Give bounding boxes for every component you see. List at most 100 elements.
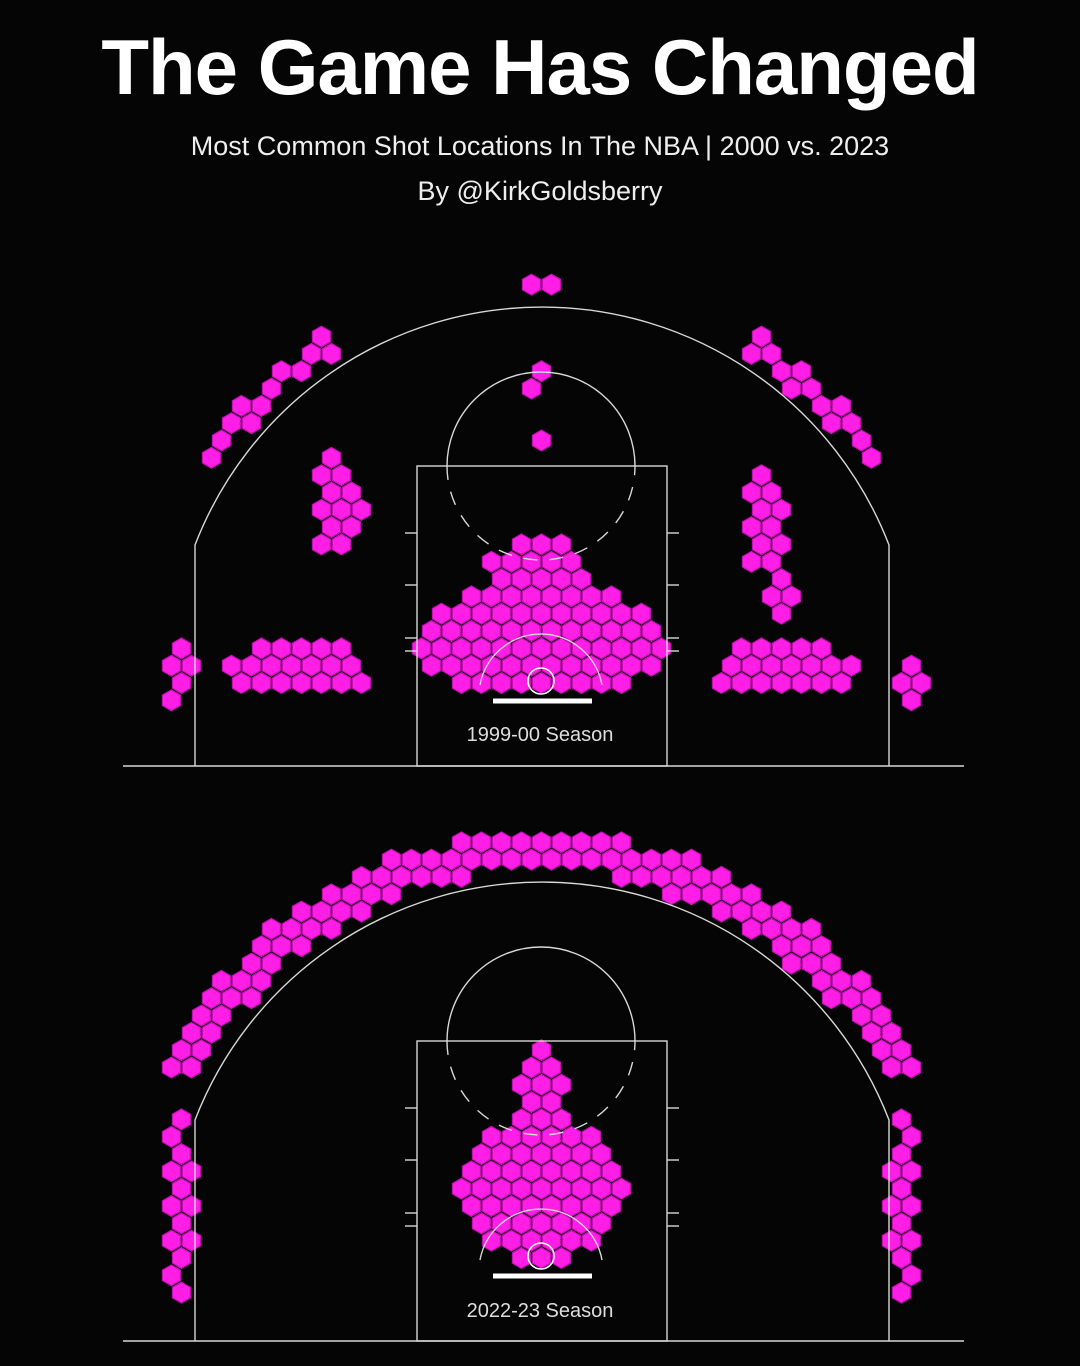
shot-hex bbox=[481, 550, 501, 573]
shot-hex bbox=[901, 1125, 922, 1148]
shot-hex bbox=[221, 654, 241, 677]
shot-hex bbox=[631, 602, 652, 625]
shot-hex bbox=[211, 969, 231, 992]
shot-hex bbox=[871, 1039, 892, 1062]
shot-hex bbox=[901, 689, 922, 712]
shot-hex bbox=[801, 654, 822, 677]
shot-hex bbox=[511, 533, 532, 556]
shot-hex bbox=[801, 917, 822, 940]
shot-hex bbox=[731, 900, 752, 923]
shot-hex bbox=[281, 917, 301, 940]
shot-hex bbox=[891, 1039, 912, 1062]
shot-hex bbox=[791, 360, 812, 383]
shot-hex bbox=[561, 654, 582, 677]
shot-hex bbox=[731, 637, 752, 660]
shot-hex bbox=[321, 654, 341, 677]
shot-hex bbox=[521, 1160, 542, 1183]
shot-hex bbox=[751, 325, 772, 348]
shot-hex bbox=[271, 935, 291, 958]
shot-hex bbox=[531, 1212, 552, 1235]
shot-hex bbox=[511, 1073, 532, 1096]
chart-title: The Game Has Changed bbox=[101, 23, 979, 111]
shot-hex bbox=[781, 654, 802, 677]
shot-hex bbox=[241, 654, 261, 677]
shot-hex bbox=[781, 917, 802, 940]
shot-hex bbox=[181, 1021, 201, 1044]
shot-hex bbox=[531, 568, 552, 591]
shot-hex bbox=[811, 935, 832, 958]
shot-hex bbox=[271, 637, 291, 660]
shot-hex bbox=[171, 1143, 191, 1166]
shot-hex bbox=[271, 671, 291, 695]
shot-hex bbox=[561, 1160, 582, 1183]
shot-hex bbox=[211, 429, 231, 452]
shot-hex bbox=[171, 1108, 191, 1131]
season-label-2023: 2022-23 Season bbox=[466, 1300, 614, 1322]
shot-hex bbox=[591, 1177, 612, 1200]
hoop bbox=[527, 1242, 555, 1270]
shot-hex bbox=[541, 654, 562, 677]
shot-hex bbox=[581, 1194, 602, 1218]
shot-hex bbox=[401, 848, 421, 871]
shot-hex bbox=[771, 498, 792, 521]
shot-hex bbox=[671, 865, 692, 888]
shot-hex bbox=[541, 1194, 562, 1218]
shot-hex bbox=[721, 883, 742, 906]
shot-hex bbox=[821, 952, 842, 975]
shot-hex bbox=[511, 1212, 532, 1235]
shot-hex bbox=[161, 1264, 181, 1287]
shot-hex bbox=[241, 987, 261, 1010]
shot-hex bbox=[821, 987, 842, 1010]
shot-hex bbox=[571, 568, 592, 591]
shot-hex bbox=[871, 1004, 892, 1027]
shot-hex bbox=[531, 637, 552, 660]
shot-hex bbox=[631, 637, 652, 660]
shot-hex bbox=[741, 917, 762, 940]
shot-hex bbox=[171, 1039, 191, 1062]
shot-hex bbox=[421, 654, 441, 677]
shot-hex bbox=[591, 1143, 612, 1166]
shot-hex bbox=[581, 1229, 602, 1252]
shot-hex bbox=[171, 1212, 191, 1235]
shot-hex bbox=[441, 619, 461, 643]
shot-hex bbox=[461, 848, 481, 871]
shot-hex bbox=[221, 412, 241, 435]
shot-hex bbox=[421, 619, 441, 643]
shot-hex bbox=[851, 429, 872, 452]
shot-hex bbox=[891, 1177, 912, 1200]
shot-hex bbox=[541, 848, 562, 871]
shot-hex bbox=[211, 1004, 231, 1027]
shot-hex bbox=[891, 1108, 912, 1131]
shot-hex bbox=[461, 654, 481, 677]
shot-hex bbox=[481, 848, 501, 871]
shot-hex bbox=[591, 602, 612, 625]
shot-hex bbox=[271, 360, 291, 383]
shot-hex bbox=[341, 654, 361, 677]
shot-hex bbox=[881, 1229, 902, 1252]
shot-hex bbox=[431, 865, 451, 888]
shot-hex bbox=[451, 1177, 471, 1200]
shot-hex bbox=[181, 654, 201, 677]
shot-hex bbox=[541, 273, 562, 296]
shot-hex bbox=[571, 602, 592, 625]
shot-hex bbox=[521, 848, 542, 871]
shot-hex bbox=[771, 900, 792, 923]
shot-hex bbox=[521, 585, 542, 608]
shot-hex bbox=[171, 637, 191, 660]
shot-hex bbox=[551, 831, 572, 854]
shot-hex bbox=[841, 412, 862, 435]
shot-hex bbox=[181, 1194, 201, 1218]
shot-hex bbox=[521, 377, 542, 400]
shot-hex bbox=[311, 637, 331, 660]
shot-hex bbox=[621, 619, 642, 643]
shot-hex bbox=[751, 637, 772, 660]
shot-hex bbox=[331, 533, 351, 556]
shot-hex bbox=[511, 1143, 532, 1166]
shot-hex bbox=[561, 1125, 582, 1148]
shot-hex bbox=[561, 848, 582, 871]
shot-hex bbox=[551, 1073, 572, 1096]
shot-hex bbox=[881, 1160, 902, 1183]
shot-hex bbox=[511, 831, 532, 854]
shot-hex bbox=[431, 602, 451, 625]
shot-hex bbox=[811, 671, 832, 695]
